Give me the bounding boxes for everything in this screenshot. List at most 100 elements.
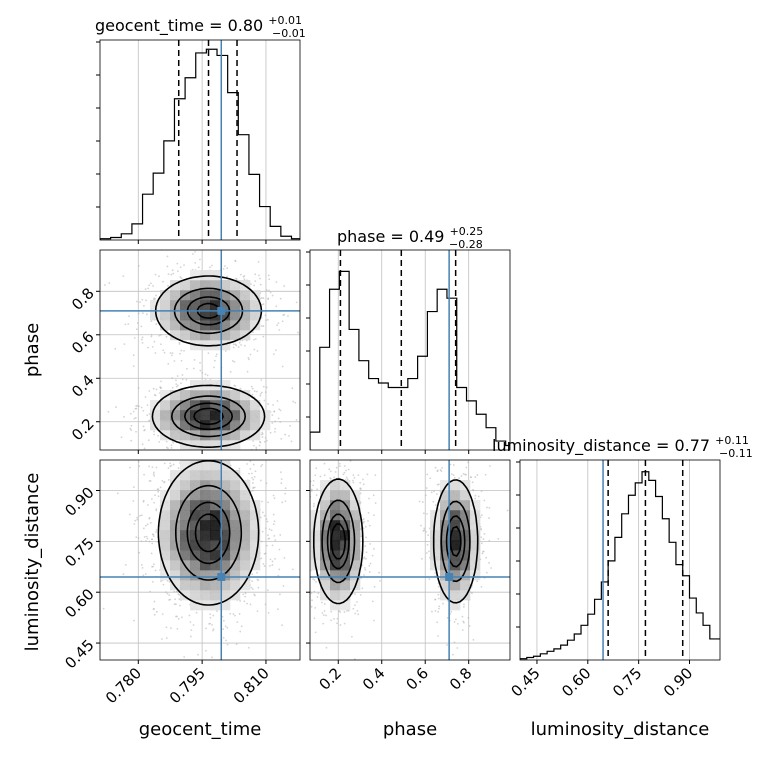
sample-point [261,433,264,435]
sample-point [201,664,203,666]
sample-point [233,360,236,363]
sample-point [471,481,474,484]
sample-point [310,488,313,491]
density-cell [210,420,221,431]
title-luminosity-distance-plus: +0.11 [715,434,749,447]
sample-point [242,458,244,460]
sample-point [130,424,133,427]
sample-point [423,527,426,530]
density-cell [180,520,191,531]
sample-point [284,455,286,457]
sample-point [278,329,281,331]
density-cell [310,530,321,541]
sample-point [436,493,438,495]
sample-point [352,607,355,610]
sample-point [362,521,365,524]
joint-geocent-time-phase-truth-marker [217,306,226,315]
density-cell [460,570,471,581]
sample-point [267,534,269,537]
sample-point [158,334,161,337]
density-cell [350,530,361,541]
density-cell [340,560,351,571]
sample-point [312,484,314,487]
sample-point [335,457,337,459]
xlabel-geocent-time: geocent_time [139,719,262,740]
sample-point [269,291,272,294]
sample-point [465,473,467,476]
sample-point [281,320,284,323]
density-cell [200,280,211,291]
density-cell [250,430,261,441]
sample-point [154,273,157,276]
sample-point [242,593,245,596]
sample-point [425,487,428,489]
sample-point [239,630,242,633]
sample-point [307,544,309,546]
sample-point [144,428,146,431]
sample-point [437,593,440,596]
sample-point [155,388,158,391]
sample-point [170,354,173,357]
sample-point [339,611,342,613]
sample-point [323,462,326,465]
sample-point [135,390,137,392]
density-cell [330,490,341,501]
density-cell [180,310,191,321]
sample-point [471,592,473,595]
sample-point [306,577,308,579]
sample-point [343,465,346,467]
sample-point [128,513,131,516]
sample-point [178,598,181,601]
sample-point [352,432,354,434]
ytick-label-luminosity-distance: 0.45 [61,636,97,672]
sample-point [260,540,263,543]
density-cell [200,420,211,431]
joint-phase-luminosity-distance-contour-3 [330,523,462,560]
sample-point [153,474,156,477]
sample-point [364,568,367,571]
density-cell [210,460,221,471]
title-luminosity-distance: luminosity_distance = 0.77 +0.11 [492,434,749,456]
sample-point [354,593,356,595]
density-cell [200,580,211,591]
hist-phase-grid [337,250,470,450]
sample-point [209,266,212,269]
sample-point [262,325,265,327]
sample-point [359,594,362,596]
sample-point [488,506,491,509]
sample-point [336,446,338,448]
sample-point [225,639,227,642]
sample-point [251,489,254,492]
sample-point [215,355,217,358]
joint-geocent-time-phase-contour-0 [151,275,266,448]
sample-point [148,284,151,287]
sample-point [172,463,175,466]
density-cell [200,470,211,481]
sample-point [339,465,341,467]
density-cell [320,540,331,551]
sample-point [314,631,317,634]
sample-point [334,471,337,473]
sample-point [431,610,433,613]
sample-point [461,615,464,618]
density-cell [340,590,351,601]
sample-point [133,523,136,525]
sample-point [264,436,267,439]
density-cell [330,500,341,511]
sample-point [242,457,244,459]
density-cell [230,290,241,301]
xtick-label-luminosity-distance: 0.45 [507,664,543,700]
density-cell [180,390,191,401]
density-cell [460,550,471,561]
sample-point [279,534,282,536]
sample-point [455,618,457,621]
density-cell [350,500,361,511]
density-cell [190,300,201,311]
sample-point [138,551,141,554]
sample-point [162,583,165,586]
density-cell [240,510,251,521]
density-cell [340,520,351,531]
sample-point [144,288,147,290]
sample-point [373,585,376,588]
sample-point [129,466,131,469]
